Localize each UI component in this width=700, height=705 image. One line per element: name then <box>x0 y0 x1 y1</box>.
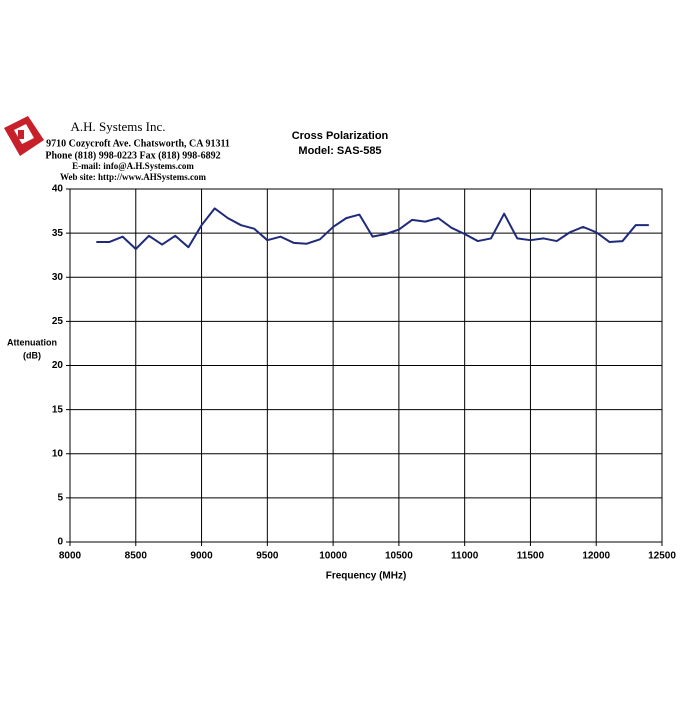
x-tick-label: 10000 <box>319 551 347 562</box>
x-tick-label: 9500 <box>256 551 279 562</box>
y-axis-label: Attenuation <box>7 337 57 347</box>
x-tick-label: 11000 <box>451 551 479 562</box>
x-tick-label: 9000 <box>190 551 213 562</box>
logo <box>4 116 44 156</box>
company-address: 9710 Cozycroft Ave. Chatsworth, CA 91311 <box>46 138 230 149</box>
company-web: Web site: http://www.AHSystems.com <box>60 172 206 182</box>
data-line <box>96 207 649 251</box>
y-tick-label: 20 <box>52 360 64 371</box>
x-tick-label: 11500 <box>517 551 545 562</box>
y-tick-label: 35 <box>52 228 64 239</box>
x-axis-label: Frequency (MHz) <box>326 571 407 582</box>
company-name: A.H. Systems Inc. <box>71 119 166 134</box>
x-tick-label: 8500 <box>125 551 148 562</box>
x-tick-label: 8000 <box>59 551 82 562</box>
y-tick-label: 0 <box>57 537 63 548</box>
x-tick-label: 10500 <box>385 551 413 562</box>
y-tick-label: 25 <box>52 316 64 327</box>
chart-subtitle: Model: SAS-585 <box>298 145 381 157</box>
y-tick-label: 15 <box>52 404 64 415</box>
y-tick-label: 5 <box>57 493 63 504</box>
company-email: E-mail: info@A.H.Systems.com <box>72 161 194 171</box>
chart-title: Cross Polarization <box>292 130 389 142</box>
y-tick-label: 40 <box>52 184 64 195</box>
x-tick-label: 12000 <box>582 551 610 562</box>
company-phone: Phone (818) 998-0223 Fax (818) 998-6892 <box>45 150 220 161</box>
y-axis-label: (dB) <box>23 350 41 360</box>
y-tick-label: 10 <box>52 448 64 459</box>
y-tick-label: 30 <box>52 272 64 283</box>
x-tick-label: 12500 <box>648 551 676 562</box>
